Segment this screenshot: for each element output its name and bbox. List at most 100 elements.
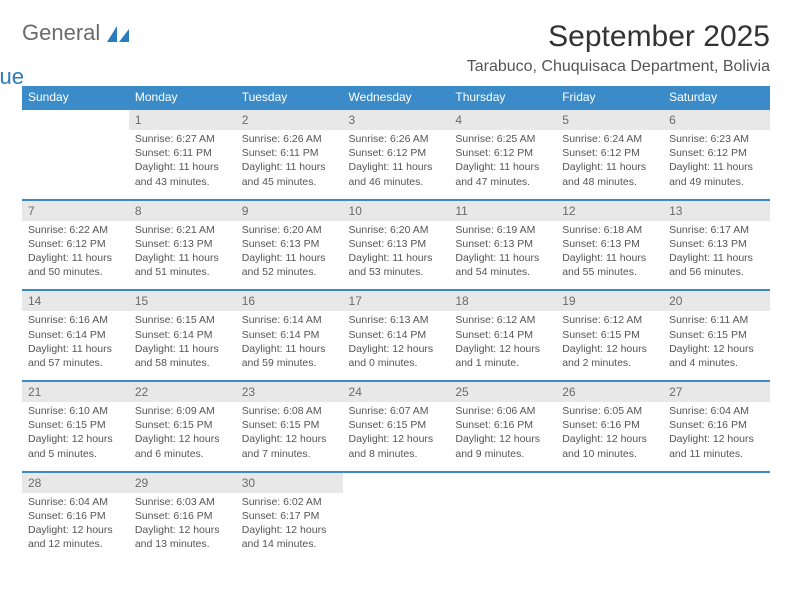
daylight-text-2: and 45 minutes. <box>242 175 337 189</box>
sunrise-text: Sunrise: 6:08 AM <box>242 404 337 418</box>
sunset-text: Sunset: 6:11 PM <box>135 146 230 160</box>
day-cell: Sunrise: 6:05 AMSunset: 6:16 PMDaylight:… <box>556 402 663 472</box>
daylight-text-1: Daylight: 12 hours <box>562 342 657 356</box>
day-cell <box>449 493 556 562</box>
daylight-text-2: and 10 minutes. <box>562 447 657 461</box>
day-cell: Sunrise: 6:22 AMSunset: 6:12 PMDaylight:… <box>22 221 129 291</box>
day-number: 12 <box>556 200 663 221</box>
day-cell: Sunrise: 6:24 AMSunset: 6:12 PMDaylight:… <box>556 130 663 200</box>
sunset-text: Sunset: 6:12 PM <box>669 146 764 160</box>
sunrise-text: Sunrise: 6:20 AM <box>242 223 337 237</box>
daylight-text-2: and 13 minutes. <box>135 537 230 551</box>
daylight-text-2: and 53 minutes. <box>349 265 444 279</box>
daylight-text-2: and 47 minutes. <box>455 175 550 189</box>
sunrise-text: Sunrise: 6:09 AM <box>135 404 230 418</box>
weekday-header: Monday <box>129 86 236 109</box>
daylight-text-1: Daylight: 12 hours <box>455 342 550 356</box>
daylight-text-2: and 48 minutes. <box>562 175 657 189</box>
daylight-text-2: and 9 minutes. <box>455 447 550 461</box>
day-cell <box>556 493 663 562</box>
sunset-text: Sunset: 6:15 PM <box>669 328 764 342</box>
day-cell: Sunrise: 6:09 AMSunset: 6:15 PMDaylight:… <box>129 402 236 472</box>
sunrise-text: Sunrise: 6:18 AM <box>562 223 657 237</box>
daylight-text-2: and 14 minutes. <box>242 537 337 551</box>
sunset-text: Sunset: 6:15 PM <box>28 418 123 432</box>
sunrise-text: Sunrise: 6:24 AM <box>562 132 657 146</box>
logo-text-general: General <box>22 20 100 45</box>
day-number: 15 <box>129 290 236 311</box>
day-cell <box>663 493 770 562</box>
day-cell: Sunrise: 6:12 AMSunset: 6:14 PMDaylight:… <box>449 311 556 381</box>
weekday-header-row: SundayMondayTuesdayWednesdayThursdayFrid… <box>22 86 770 109</box>
daylight-text-2: and 11 minutes. <box>669 447 764 461</box>
daylight-text-1: Daylight: 12 hours <box>349 432 444 446</box>
sunrise-text: Sunrise: 6:22 AM <box>28 223 123 237</box>
day-cell: Sunrise: 6:17 AMSunset: 6:13 PMDaylight:… <box>663 221 770 291</box>
daylight-text-1: Daylight: 12 hours <box>135 432 230 446</box>
day-number: 20 <box>663 290 770 311</box>
day-number: 17 <box>343 290 450 311</box>
day-number-row: 123456 <box>22 109 770 130</box>
day-cell: Sunrise: 6:20 AMSunset: 6:13 PMDaylight:… <box>343 221 450 291</box>
day-number <box>449 472 556 493</box>
daylight-text-1: Daylight: 11 hours <box>28 342 123 356</box>
sunset-text: Sunset: 6:15 PM <box>349 418 444 432</box>
day-number: 21 <box>22 381 129 402</box>
daylight-text-1: Daylight: 12 hours <box>28 432 123 446</box>
daylight-text-1: Daylight: 11 hours <box>135 342 230 356</box>
day-number: 11 <box>449 200 556 221</box>
location-subtitle: Tarabuco, Chuquisaca Department, Bolivia <box>467 58 770 76</box>
daylight-text-1: Daylight: 12 hours <box>135 523 230 537</box>
day-number: 18 <box>449 290 556 311</box>
daylight-text-1: Daylight: 11 hours <box>349 160 444 174</box>
day-number: 24 <box>343 381 450 402</box>
sunrise-text: Sunrise: 6:04 AM <box>669 404 764 418</box>
day-cell: Sunrise: 6:13 AMSunset: 6:14 PMDaylight:… <box>343 311 450 381</box>
day-number <box>343 472 450 493</box>
day-content-row: Sunrise: 6:27 AMSunset: 6:11 PMDaylight:… <box>22 130 770 200</box>
sunrise-text: Sunrise: 6:12 AM <box>455 313 550 327</box>
day-number: 5 <box>556 109 663 130</box>
day-number: 6 <box>663 109 770 130</box>
sunset-text: Sunset: 6:16 PM <box>455 418 550 432</box>
day-cell: Sunrise: 6:26 AMSunset: 6:12 PMDaylight:… <box>343 130 450 200</box>
daylight-text-2: and 1 minute. <box>455 356 550 370</box>
sunrise-text: Sunrise: 6:19 AM <box>455 223 550 237</box>
daylight-text-1: Daylight: 12 hours <box>455 432 550 446</box>
calendar-table: SundayMondayTuesdayWednesdayThursdayFrid… <box>22 86 770 561</box>
day-number-row: 14151617181920 <box>22 290 770 311</box>
day-number: 23 <box>236 381 343 402</box>
title-block: September 2025 Tarabuco, Chuquisaca Depa… <box>467 20 770 76</box>
day-content-row: Sunrise: 6:16 AMSunset: 6:14 PMDaylight:… <box>22 311 770 381</box>
sunset-text: Sunset: 6:14 PM <box>455 328 550 342</box>
sunrise-text: Sunrise: 6:02 AM <box>242 495 337 509</box>
daylight-text-2: and 8 minutes. <box>349 447 444 461</box>
daylight-text-1: Daylight: 11 hours <box>242 160 337 174</box>
sunset-text: Sunset: 6:12 PM <box>455 146 550 160</box>
daylight-text-1: Daylight: 11 hours <box>349 251 444 265</box>
day-number: 3 <box>343 109 450 130</box>
day-content-row: Sunrise: 6:04 AMSunset: 6:16 PMDaylight:… <box>22 493 770 562</box>
sunset-text: Sunset: 6:16 PM <box>562 418 657 432</box>
day-number-row: 78910111213 <box>22 200 770 221</box>
day-cell: Sunrise: 6:20 AMSunset: 6:13 PMDaylight:… <box>236 221 343 291</box>
daylight-text-2: and 57 minutes. <box>28 356 123 370</box>
sunrise-text: Sunrise: 6:17 AM <box>669 223 764 237</box>
day-cell: Sunrise: 6:07 AMSunset: 6:15 PMDaylight:… <box>343 402 450 472</box>
sunrise-text: Sunrise: 6:03 AM <box>135 495 230 509</box>
day-cell: Sunrise: 6:08 AMSunset: 6:15 PMDaylight:… <box>236 402 343 472</box>
sunset-text: Sunset: 6:13 PM <box>669 237 764 251</box>
day-cell: Sunrise: 6:06 AMSunset: 6:16 PMDaylight:… <box>449 402 556 472</box>
sunrise-text: Sunrise: 6:21 AM <box>135 223 230 237</box>
day-cell: Sunrise: 6:12 AMSunset: 6:15 PMDaylight:… <box>556 311 663 381</box>
day-number <box>22 109 129 130</box>
sunset-text: Sunset: 6:16 PM <box>669 418 764 432</box>
daylight-text-1: Daylight: 11 hours <box>562 160 657 174</box>
day-cell: Sunrise: 6:10 AMSunset: 6:15 PMDaylight:… <box>22 402 129 472</box>
sunrise-text: Sunrise: 6:26 AM <box>349 132 444 146</box>
day-cell: Sunrise: 6:25 AMSunset: 6:12 PMDaylight:… <box>449 130 556 200</box>
month-title: September 2025 <box>467 20 770 54</box>
day-cell: Sunrise: 6:27 AMSunset: 6:11 PMDaylight:… <box>129 130 236 200</box>
daylight-text-2: and 6 minutes. <box>135 447 230 461</box>
daylight-text-1: Daylight: 11 hours <box>242 251 337 265</box>
